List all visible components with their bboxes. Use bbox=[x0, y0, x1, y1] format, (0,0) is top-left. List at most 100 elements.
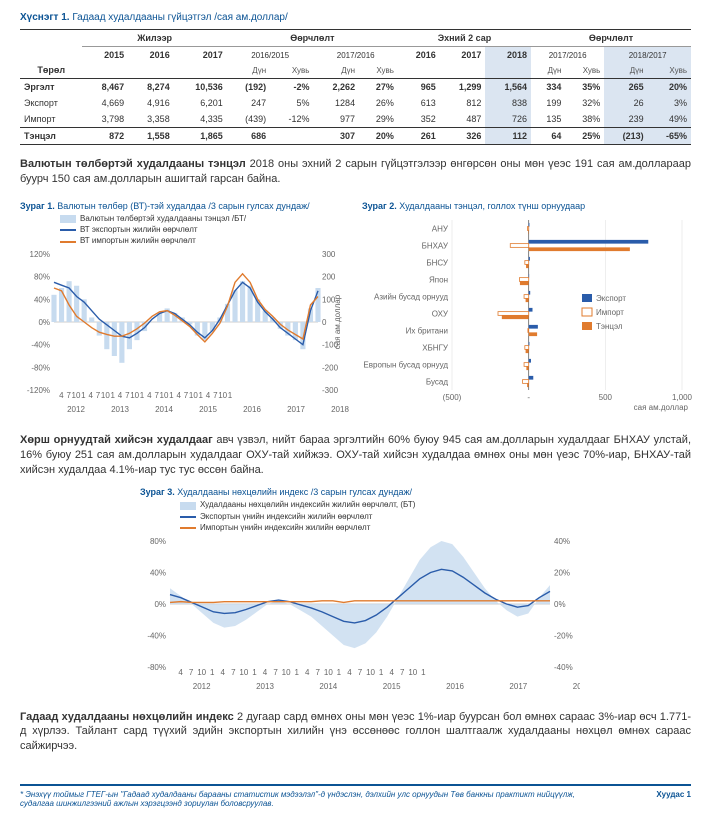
chart2-title: Зураг 2. Худалдааны тэнцэл, голлох түнш … bbox=[362, 201, 692, 212]
svg-text:4: 4 bbox=[147, 391, 152, 400]
svg-text:ХБНГУ: ХБНГУ bbox=[422, 343, 449, 352]
sub-6: Дүн bbox=[604, 63, 647, 79]
svg-text:10: 10 bbox=[282, 668, 291, 677]
group-head-1: Өөрчлөлт bbox=[227, 30, 398, 47]
svg-text:7: 7 bbox=[358, 668, 363, 677]
svg-text:4: 4 bbox=[389, 668, 394, 677]
svg-text:2014: 2014 bbox=[155, 405, 173, 414]
svg-text:1: 1 bbox=[210, 668, 215, 677]
svg-text:80%: 80% bbox=[34, 273, 50, 282]
svg-text:1: 1 bbox=[337, 668, 342, 677]
cr1-0: 2016/2015 bbox=[227, 47, 314, 64]
table-title-rest: Гадаад худалдааны гүйцэтгэл /сая ам.долл… bbox=[70, 12, 288, 23]
svg-text:Тэнцэл: Тэнцэл bbox=[596, 322, 623, 331]
para-2-bold: Хөрш орнуудтай хийсэн худалдааг bbox=[20, 434, 213, 446]
svg-text:40%: 40% bbox=[150, 568, 166, 577]
svg-text:4: 4 bbox=[221, 668, 226, 677]
chart3-title-bold: Зураг 3. bbox=[140, 487, 175, 497]
svg-text:1: 1 bbox=[198, 391, 203, 400]
para-1: Валютын төлбөртэй худалдааны тэнцэл 2018… bbox=[20, 157, 691, 187]
svg-text:(500): (500) bbox=[443, 393, 462, 402]
chart3-swatch-l2 bbox=[180, 527, 196, 529]
main-table: Төрөл Жилээр Өөрчлөлт Эхний 2 сар Өөрчлө… bbox=[20, 29, 691, 145]
footer: * Энэхүү тоймыг ГТЕГ-ын "Гадаад худалдаа… bbox=[20, 784, 691, 808]
svg-text:10: 10 bbox=[197, 668, 206, 677]
cr2-1: 2018/2017 bbox=[604, 47, 691, 64]
chart3-swatch-l1 bbox=[180, 516, 196, 518]
svg-text:Азийн бусад орнууд: Азийн бусад орнууд bbox=[374, 292, 448, 301]
svg-text:2013: 2013 bbox=[111, 405, 129, 414]
svg-text:-80%: -80% bbox=[31, 363, 50, 372]
svg-text:Импорт: Импорт bbox=[596, 308, 624, 317]
svg-text:10: 10 bbox=[408, 668, 417, 677]
svg-text:2012: 2012 bbox=[193, 682, 211, 691]
cr2-0: 2017/2016 bbox=[531, 47, 604, 64]
svg-text:10: 10 bbox=[239, 668, 248, 677]
svg-text:4: 4 bbox=[263, 668, 268, 677]
svg-text:-300: -300 bbox=[322, 386, 339, 395]
svg-text:4: 4 bbox=[118, 391, 123, 400]
svg-text:10: 10 bbox=[130, 391, 139, 400]
chart1: Валютын төлбөртэй худалдааны тэнцэл /БТ/… bbox=[20, 214, 350, 421]
svg-text:0%: 0% bbox=[154, 600, 166, 609]
para-2: Хөрш орнуудтай хийсэн худалдааг авч үзвэ… bbox=[20, 433, 691, 478]
svg-text:7: 7 bbox=[400, 668, 405, 677]
chart1-title-rest: Валютын төлбөр (ВТ)-тэй худалдаа bbox=[55, 201, 209, 211]
table-title: Хүснэгт 1. Гадаад худалдааны гүйцэтгэл /… bbox=[20, 12, 691, 23]
table-row: Тэнцэл8721,5581,86568630720%261326112642… bbox=[20, 128, 691, 145]
svg-text:10: 10 bbox=[366, 668, 375, 677]
svg-text:сая ам.доллар: сая ам.доллар bbox=[634, 403, 689, 412]
svg-text:120%: 120% bbox=[30, 250, 50, 259]
svg-text:1: 1 bbox=[294, 668, 299, 677]
chart3-title-rest: Худалдааны нөхцөлийн индекс bbox=[175, 487, 311, 497]
chart3-leg-0: Худалдааны нөхцөлийн индексийн жилийн өө… bbox=[200, 500, 415, 510]
chart1-leg-1: ВТ экспортын жилийн өөрчлөлт bbox=[80, 225, 198, 235]
svg-text:1: 1 bbox=[169, 391, 174, 400]
svg-text:АНУ: АНУ bbox=[432, 224, 449, 233]
sub-7: Хувь bbox=[648, 63, 691, 79]
chart1-swatch-l1 bbox=[60, 229, 76, 231]
yh-0: 2015 bbox=[82, 47, 128, 64]
svg-text:20%: 20% bbox=[554, 568, 570, 577]
svg-text:2013: 2013 bbox=[256, 682, 274, 691]
chart2-title-bold: Зураг 2. bbox=[362, 201, 397, 211]
group-head-2: Эхний 2 сар bbox=[398, 30, 531, 47]
para-3: Гадаад худалдааны нөхцөлийн индекс 2 дуг… bbox=[20, 710, 691, 755]
svg-text:1: 1 bbox=[421, 668, 426, 677]
svg-text:Их британи: Их британи bbox=[406, 326, 448, 335]
svg-text:2015: 2015 bbox=[199, 405, 217, 414]
svg-text:БНСУ: БНСУ bbox=[426, 258, 449, 267]
group-head-3: Өөрчлөлт bbox=[531, 30, 691, 47]
chart1-title-bold: Зураг 1. bbox=[20, 201, 55, 211]
svg-text:1: 1 bbox=[379, 668, 384, 677]
footer-page: Хуудас 1 bbox=[656, 790, 691, 808]
svg-text:4: 4 bbox=[206, 391, 211, 400]
chart1-swatch-l2 bbox=[60, 241, 76, 243]
svg-text:0%: 0% bbox=[38, 318, 50, 327]
svg-text:Экспорт: Экспорт bbox=[596, 294, 626, 303]
svg-text:10: 10 bbox=[160, 391, 169, 400]
svg-text:Бусад: Бусад bbox=[426, 377, 448, 386]
svg-text:10: 10 bbox=[101, 391, 110, 400]
svg-text:10: 10 bbox=[218, 391, 227, 400]
svg-text:1: 1 bbox=[252, 668, 257, 677]
yh-2: 2017 bbox=[174, 47, 227, 64]
svg-text:4: 4 bbox=[305, 668, 310, 677]
svg-text:2016: 2016 bbox=[243, 405, 261, 414]
svg-text:-80%: -80% bbox=[147, 663, 166, 672]
svg-text:-: - bbox=[527, 393, 530, 402]
svg-text:-200: -200 bbox=[322, 363, 339, 372]
svg-text:40%: 40% bbox=[554, 537, 570, 546]
svg-text:300: 300 bbox=[322, 250, 336, 259]
svg-text:БНХАУ: БНХАУ bbox=[422, 241, 449, 250]
svg-text:4: 4 bbox=[178, 668, 183, 677]
svg-text:1: 1 bbox=[228, 391, 233, 400]
group-head-0: Жилээр bbox=[82, 30, 226, 47]
svg-text:1,000: 1,000 bbox=[672, 393, 692, 402]
svg-text:2015: 2015 bbox=[383, 682, 401, 691]
svg-text:4: 4 bbox=[59, 391, 64, 400]
chart1-swatch-bar bbox=[60, 215, 76, 223]
svg-text:500: 500 bbox=[599, 393, 613, 402]
svg-text:4: 4 bbox=[347, 668, 352, 677]
sub-4: Дүн bbox=[531, 63, 565, 79]
